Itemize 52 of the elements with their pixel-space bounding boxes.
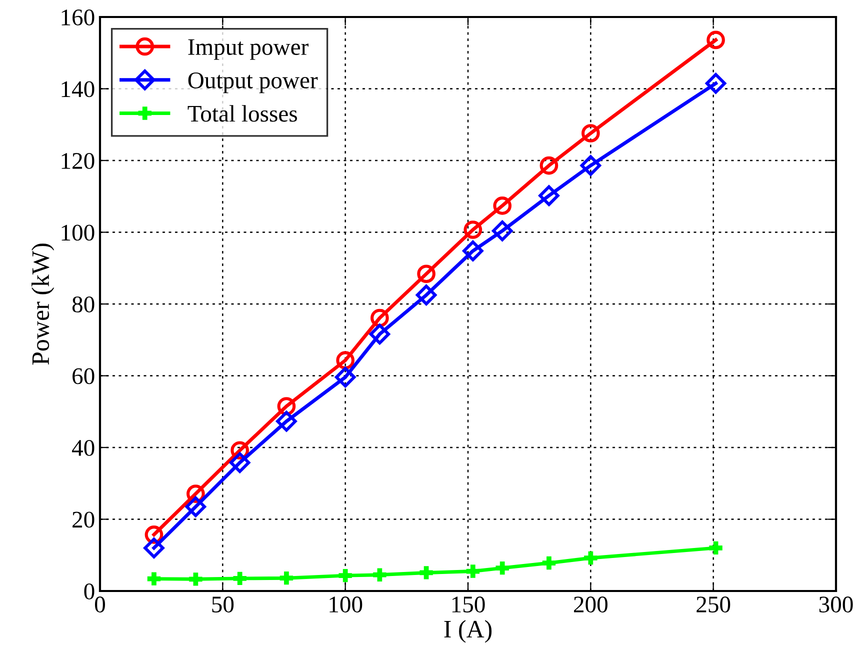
y-tick-label: 20: [72, 512, 94, 528]
point: [462, 240, 484, 262]
x-tick-label: 300: [819, 596, 853, 612]
x-tick-label: 100: [330, 596, 362, 612]
y-tick-label: 160: [62, 9, 94, 26]
point: [416, 284, 437, 306]
point: [373, 568, 386, 582]
y-tick-label: 140: [62, 81, 94, 98]
x-tick-label: 50: [212, 596, 234, 612]
y-tick-label: 0: [84, 583, 94, 600]
point: [420, 566, 433, 580]
x-tick-label: 150: [452, 596, 485, 612]
y-tick-label: 60: [72, 368, 94, 384]
x-tick-label: 250: [696, 596, 730, 612]
y-tick-label: 120: [62, 152, 94, 169]
y-tick-label: 40: [72, 440, 94, 456]
point: [496, 561, 509, 575]
point: [144, 538, 164, 558]
point: [542, 556, 556, 570]
point: [582, 124, 600, 142]
point: [709, 541, 722, 555]
x-axis-title: I (A): [444, 620, 492, 643]
point: [189, 572, 202, 586]
legend-label: Total losses: [188, 105, 297, 122]
point: [185, 496, 206, 518]
point: [584, 551, 598, 565]
y-axis-title: Power (kW): [31, 244, 54, 365]
x-tick-label: 200: [574, 596, 608, 612]
point: [229, 452, 250, 473]
legend-label: Output power: [188, 72, 318, 94]
y-tick-label: 80: [72, 296, 94, 312]
point: [705, 73, 726, 94]
point: [464, 220, 482, 239]
point: [369, 324, 390, 345]
x-tick-label: 0: [94, 596, 106, 612]
point: [276, 410, 297, 432]
legend-label: Imput power: [188, 39, 308, 60]
point: [336, 351, 354, 370]
point: [538, 185, 560, 206]
y-tick-label: 100: [62, 224, 94, 241]
point: [492, 220, 513, 242]
point: [580, 155, 602, 176]
point: [147, 572, 161, 586]
point: [706, 30, 725, 50]
point: [334, 366, 356, 388]
point: [280, 571, 294, 585]
point: [466, 564, 480, 578]
point: [493, 196, 512, 215]
point: [233, 572, 246, 586]
point: [540, 156, 558, 175]
point: [417, 264, 436, 284]
point: [338, 568, 352, 582]
